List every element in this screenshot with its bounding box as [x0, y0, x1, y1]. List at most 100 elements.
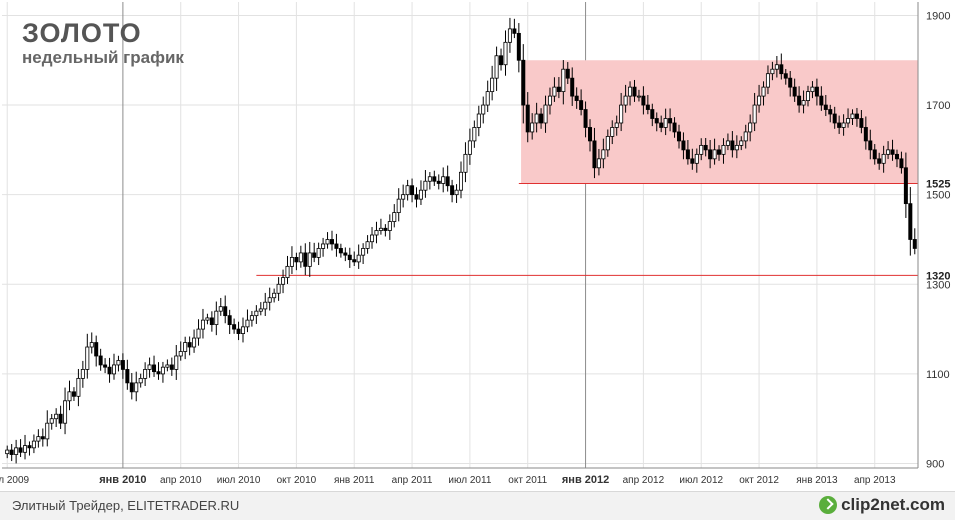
y-tick-label: 1900	[926, 10, 950, 22]
candle-body	[14, 447, 19, 455]
y-tick-label: 900	[926, 459, 944, 471]
candle-body	[503, 41, 508, 66]
x-tick-label: янв 2011	[334, 475, 375, 486]
grid-layer	[2, 2, 918, 468]
candle-body	[392, 212, 397, 222]
candle-body	[289, 257, 294, 267]
candle-body	[881, 153, 886, 164]
candle-body	[499, 55, 504, 66]
resistance-support-zone-layer	[521, 60, 918, 184]
candle-body	[111, 364, 116, 375]
candle-body	[445, 176, 450, 187]
candle-body	[837, 122, 842, 128]
candle-body	[209, 317, 214, 326]
candle-body	[103, 364, 108, 368]
candle-body	[156, 371, 161, 375]
candle-body	[730, 140, 735, 151]
candle-body	[441, 176, 446, 184]
candle-body	[432, 176, 437, 182]
candle-body	[539, 113, 544, 124]
y-tick-label: 1500	[926, 190, 950, 202]
candle-body	[752, 104, 757, 124]
candle-body	[801, 100, 806, 106]
candle-body	[467, 140, 472, 155]
candle-body	[619, 104, 624, 124]
candle-body	[850, 113, 855, 119]
candle-body	[632, 86, 637, 97]
candle-body	[859, 118, 864, 128]
x-tick-label: окт 2012	[739, 475, 779, 486]
candle-body	[886, 149, 891, 155]
candle-body	[227, 315, 232, 326]
level-lines-layer	[256, 182, 918, 276]
candle-body	[863, 127, 868, 142]
candle-body	[249, 315, 254, 321]
candle-body	[370, 234, 375, 243]
candle-body	[636, 95, 641, 98]
candle-body	[378, 227, 383, 231]
candle-body	[281, 277, 286, 285]
candle-body	[405, 185, 410, 196]
y-tick-label: 1700	[926, 100, 950, 112]
candle-body	[80, 369, 85, 379]
candle-body	[147, 364, 152, 370]
candle-body	[757, 95, 762, 106]
candle-body	[152, 364, 157, 373]
candle-body	[418, 189, 423, 200]
candle-body	[205, 317, 210, 321]
candle-body	[401, 194, 406, 200]
candle-body	[85, 346, 90, 370]
candle-body	[841, 122, 846, 128]
candle-body	[654, 118, 659, 124]
candle-body	[810, 86, 815, 93]
candle-body	[356, 254, 361, 263]
x-tick-label: окт 2010	[277, 475, 317, 486]
candle-body	[556, 86, 561, 93]
clip2net-logo[interactable]: clip2net.com	[819, 495, 945, 515]
level-label: 1320	[926, 270, 950, 282]
candle-body	[748, 122, 753, 133]
candle-body	[770, 68, 775, 75]
candle-body	[63, 400, 68, 424]
candle-body	[107, 366, 112, 375]
candle-body	[676, 131, 681, 142]
candle-body	[699, 144, 704, 155]
candle-body	[396, 198, 401, 213]
candle-body	[912, 239, 917, 249]
consolidation-zone	[521, 60, 918, 184]
candle-body	[5, 449, 10, 455]
candle-body	[530, 122, 535, 133]
candle-body	[218, 306, 223, 312]
candle-body	[27, 445, 32, 449]
x-tick-label: апр 2013	[854, 475, 896, 486]
candle-body	[788, 77, 793, 88]
candle-body	[338, 248, 343, 254]
x-tick-label: апр 2011	[392, 475, 433, 486]
candle-body	[823, 104, 828, 110]
candle-body	[596, 158, 601, 169]
candle-body	[601, 149, 606, 160]
candle-body	[36, 436, 41, 442]
candle-body	[659, 122, 664, 128]
candle-body	[49, 418, 54, 424]
candle-body	[579, 100, 584, 110]
candle-body	[663, 118, 668, 128]
candle-body	[31, 440, 36, 449]
x-tick-label: янв 2013	[796, 475, 838, 486]
candle-body	[472, 127, 477, 142]
x-tick-label: янв 2010	[99, 474, 146, 486]
chart-title: ЗОЛОТО	[22, 18, 142, 48]
candle-body	[89, 342, 94, 348]
y-tick-label: 1300	[926, 279, 950, 291]
candle-body	[890, 149, 895, 155]
candle-body	[668, 118, 673, 124]
clip2net-logo-icon	[819, 496, 838, 514]
candle-body	[129, 382, 134, 393]
candles-layer	[5, 17, 917, 464]
candle-body	[383, 227, 388, 231]
candle-body	[583, 109, 588, 128]
candle-body	[672, 122, 677, 133]
candle-body	[534, 113, 539, 124]
candle-body	[120, 360, 125, 370]
candle-body	[783, 73, 788, 79]
